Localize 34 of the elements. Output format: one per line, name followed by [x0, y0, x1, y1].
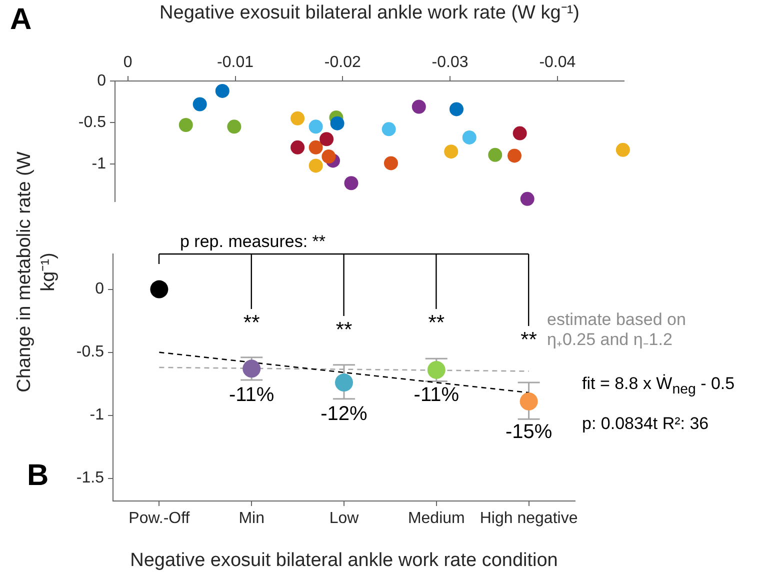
x-tick-label: -0.03 — [432, 54, 468, 71]
text: fit = 8.8 x Ẇ$_{neg}$ - 0.5 — [582, 374, 735, 398]
x-tick-label: Pow.-Off — [128, 510, 190, 528]
y-tick-label: 0 — [95, 280, 104, 298]
x-tick-label: 0 — [123, 54, 132, 71]
y-tick-label: -0.5 — [76, 344, 104, 361]
y-axis-title: Change in metabolic rate (W kg⁻¹) — [13, 150, 60, 394]
text: A — [10, 2, 32, 38]
annotation: ** — [243, 310, 260, 336]
annotation: -11% — [414, 383, 459, 407]
text: B — [27, 458, 49, 494]
annotation: -11% — [228, 383, 274, 407]
annotation: ** — [336, 317, 352, 343]
y-tick-label: -1.5 — [76, 470, 104, 487]
x-tick-label: Low — [329, 510, 360, 528]
x-axis-title: Negative exosuit bilateral ankle work rate (W kg⁻¹) — [160, 2, 580, 24]
annotation: -15% — [505, 420, 552, 444]
x-tick-label: -0.04 — [539, 54, 576, 71]
x-tick-label: Medium — [408, 510, 465, 528]
x-tick-label: -0.02 — [324, 54, 361, 71]
x-axis-title: Negative exosuit bilateral ankle work rate condition — [130, 550, 558, 571]
annotation: estimate based on η₊0.25 and η₋1.2 — [547, 310, 687, 351]
x-tick-label: -0.01 — [217, 54, 254, 71]
x-tick-label: Min — [238, 510, 264, 528]
y-tick-label: -1 — [92, 155, 106, 172]
text: p rep. measures: ** — [180, 232, 326, 252]
text: p: 0.0834t R²: 36 — [582, 414, 709, 434]
annotation: ** — [428, 310, 445, 336]
annotation: ** — [520, 327, 537, 353]
y-tick-label: -1 — [90, 406, 104, 424]
y-tick-label: -0.5 — [78, 114, 106, 131]
y-tick-label: 0 — [97, 72, 106, 90]
annotation: -12% — [320, 402, 368, 426]
x-tick-label: High negative — [480, 510, 578, 528]
